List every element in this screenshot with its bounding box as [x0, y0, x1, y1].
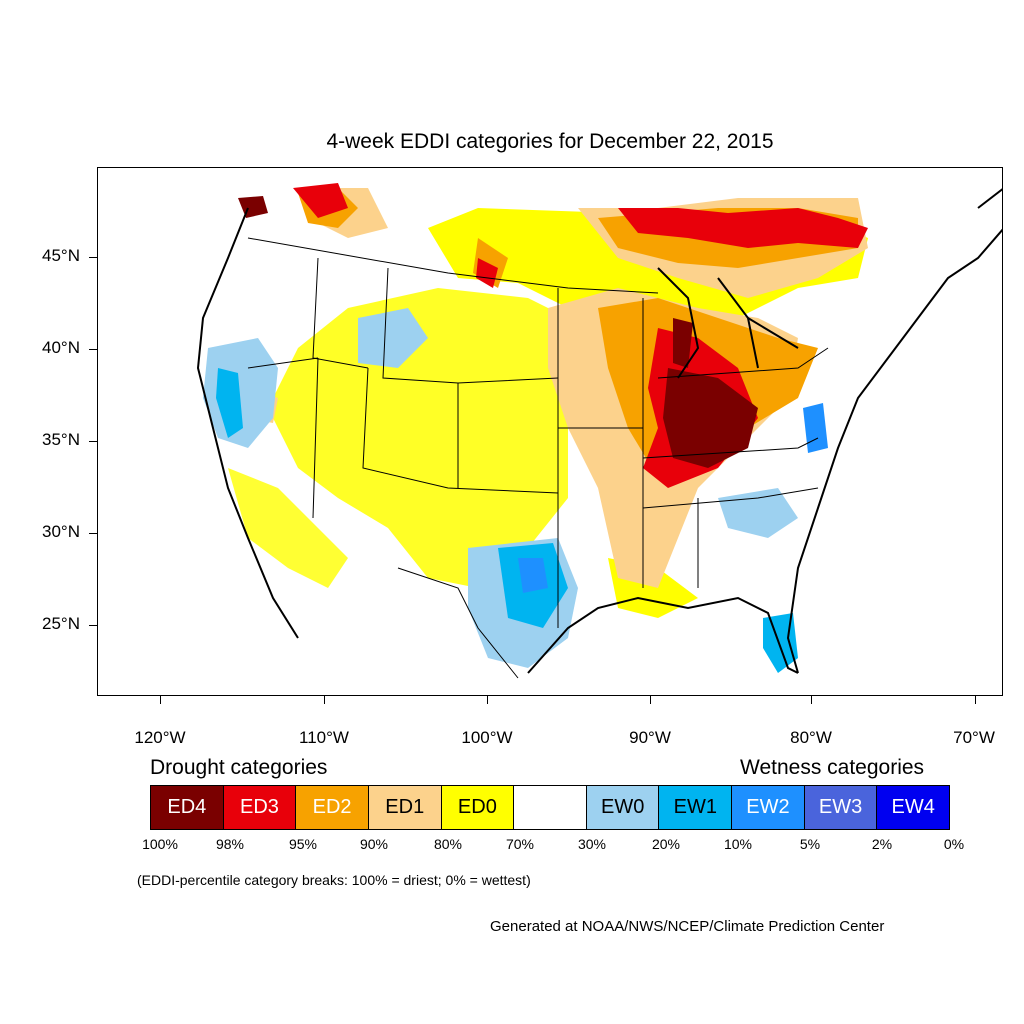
legend-tick: 95%: [288, 836, 318, 852]
credit-line: Generated at NOAA/NWS/NCEP/Climate Predi…: [490, 918, 885, 935]
legend-tick: 70%: [505, 836, 535, 852]
lon-label-80: 80°W: [790, 728, 832, 747]
ed0-region-southwest: [228, 468, 348, 588]
legend-tick: 80%: [433, 836, 463, 852]
lon-tick-70: [975, 696, 976, 704]
lat-label-35: 35°N: [42, 430, 80, 449]
ed3-region-south-dakota: [476, 258, 498, 288]
lon-tick-90: [650, 696, 651, 704]
legend-tick: 20%: [651, 836, 681, 852]
legend-tick: 10%: [723, 836, 753, 852]
drought-categories-heading: Drought categories: [150, 756, 328, 779]
lon-label-90: 90°W: [629, 728, 671, 747]
map-title: 4-week EDDI categories for December 22, …: [326, 130, 774, 153]
legend-box-ed4: ED4: [151, 786, 224, 829]
lat-tick-40: [89, 349, 97, 350]
lon-label-110: 110°W: [299, 728, 349, 747]
ew2-region-texas: [518, 558, 548, 593]
ed4-region-michigan: [673, 318, 693, 368]
lon-label-100: 100°W: [461, 728, 513, 747]
lon-label-70: 70°W: [953, 728, 995, 747]
ed3-region-upper-midwest: [618, 208, 868, 248]
lat-tick-45: [89, 257, 97, 258]
ew0-region-california: [203, 338, 278, 448]
lon-tick-80: [811, 696, 812, 704]
ed4-region-ohio-indiana: [663, 368, 758, 468]
lon-tick-120: [160, 696, 161, 704]
state-boundaries: [247, 237, 829, 679]
legend-tick: 98%: [215, 836, 245, 852]
lat-tick-25: [89, 625, 97, 626]
legend-box-ew0: EW0: [586, 786, 660, 829]
coastline: [196, 188, 1002, 674]
lon-label-120: 120°W: [134, 728, 186, 747]
ew0-region-carolinas: [718, 488, 798, 538]
legend-tick: 5%: [799, 836, 821, 852]
lat-label-40: 40°N: [42, 338, 80, 357]
legend-box-ew1: EW1: [659, 786, 733, 829]
ew1-region-sierra: [216, 368, 243, 438]
legend-tick: 2%: [871, 836, 893, 852]
legend-tick: 0%: [943, 836, 965, 852]
legend-box-ew3: EW3: [804, 786, 878, 829]
legend-box-ed1: ED1: [368, 786, 442, 829]
legend-box-ew4: EW4: [877, 786, 950, 829]
eddi-map: [97, 167, 1003, 696]
lat-label-25: 25°N: [42, 614, 80, 633]
eddi-map-canvas: [98, 168, 1002, 695]
legend-box-ed2: ED2: [296, 786, 369, 829]
wetness-categories-heading: Wetness categories: [740, 756, 925, 779]
lat-tick-35: [89, 441, 97, 442]
lat-label-45: 45°N: [42, 246, 80, 265]
legend-box-neutral: [514, 786, 587, 829]
ew2-region-delmarva: [803, 403, 828, 453]
ed3-region-nw-corner: [293, 183, 348, 218]
category-legend: ED4 ED3 ED2 ED1 ED0 EW0 EW1 EW2 EW3 EW4: [150, 785, 950, 830]
legend-tick: 100%: [142, 836, 178, 852]
lon-tick-110: [324, 696, 325, 704]
legend-tick: 30%: [577, 836, 607, 852]
legend-box-ed3: ED3: [223, 786, 297, 829]
legend-tick: 90%: [359, 836, 389, 852]
category-footnote: (EDDI-percentile category breaks: 100% =…: [137, 872, 531, 888]
ew0-region-rockies: [358, 308, 428, 368]
lat-label-30: 30°N: [42, 522, 80, 541]
lon-tick-100: [487, 696, 488, 704]
legend-box-ed0: ED0: [441, 786, 515, 829]
legend-box-ew2: EW2: [732, 786, 805, 829]
lat-tick-30: [89, 533, 97, 534]
